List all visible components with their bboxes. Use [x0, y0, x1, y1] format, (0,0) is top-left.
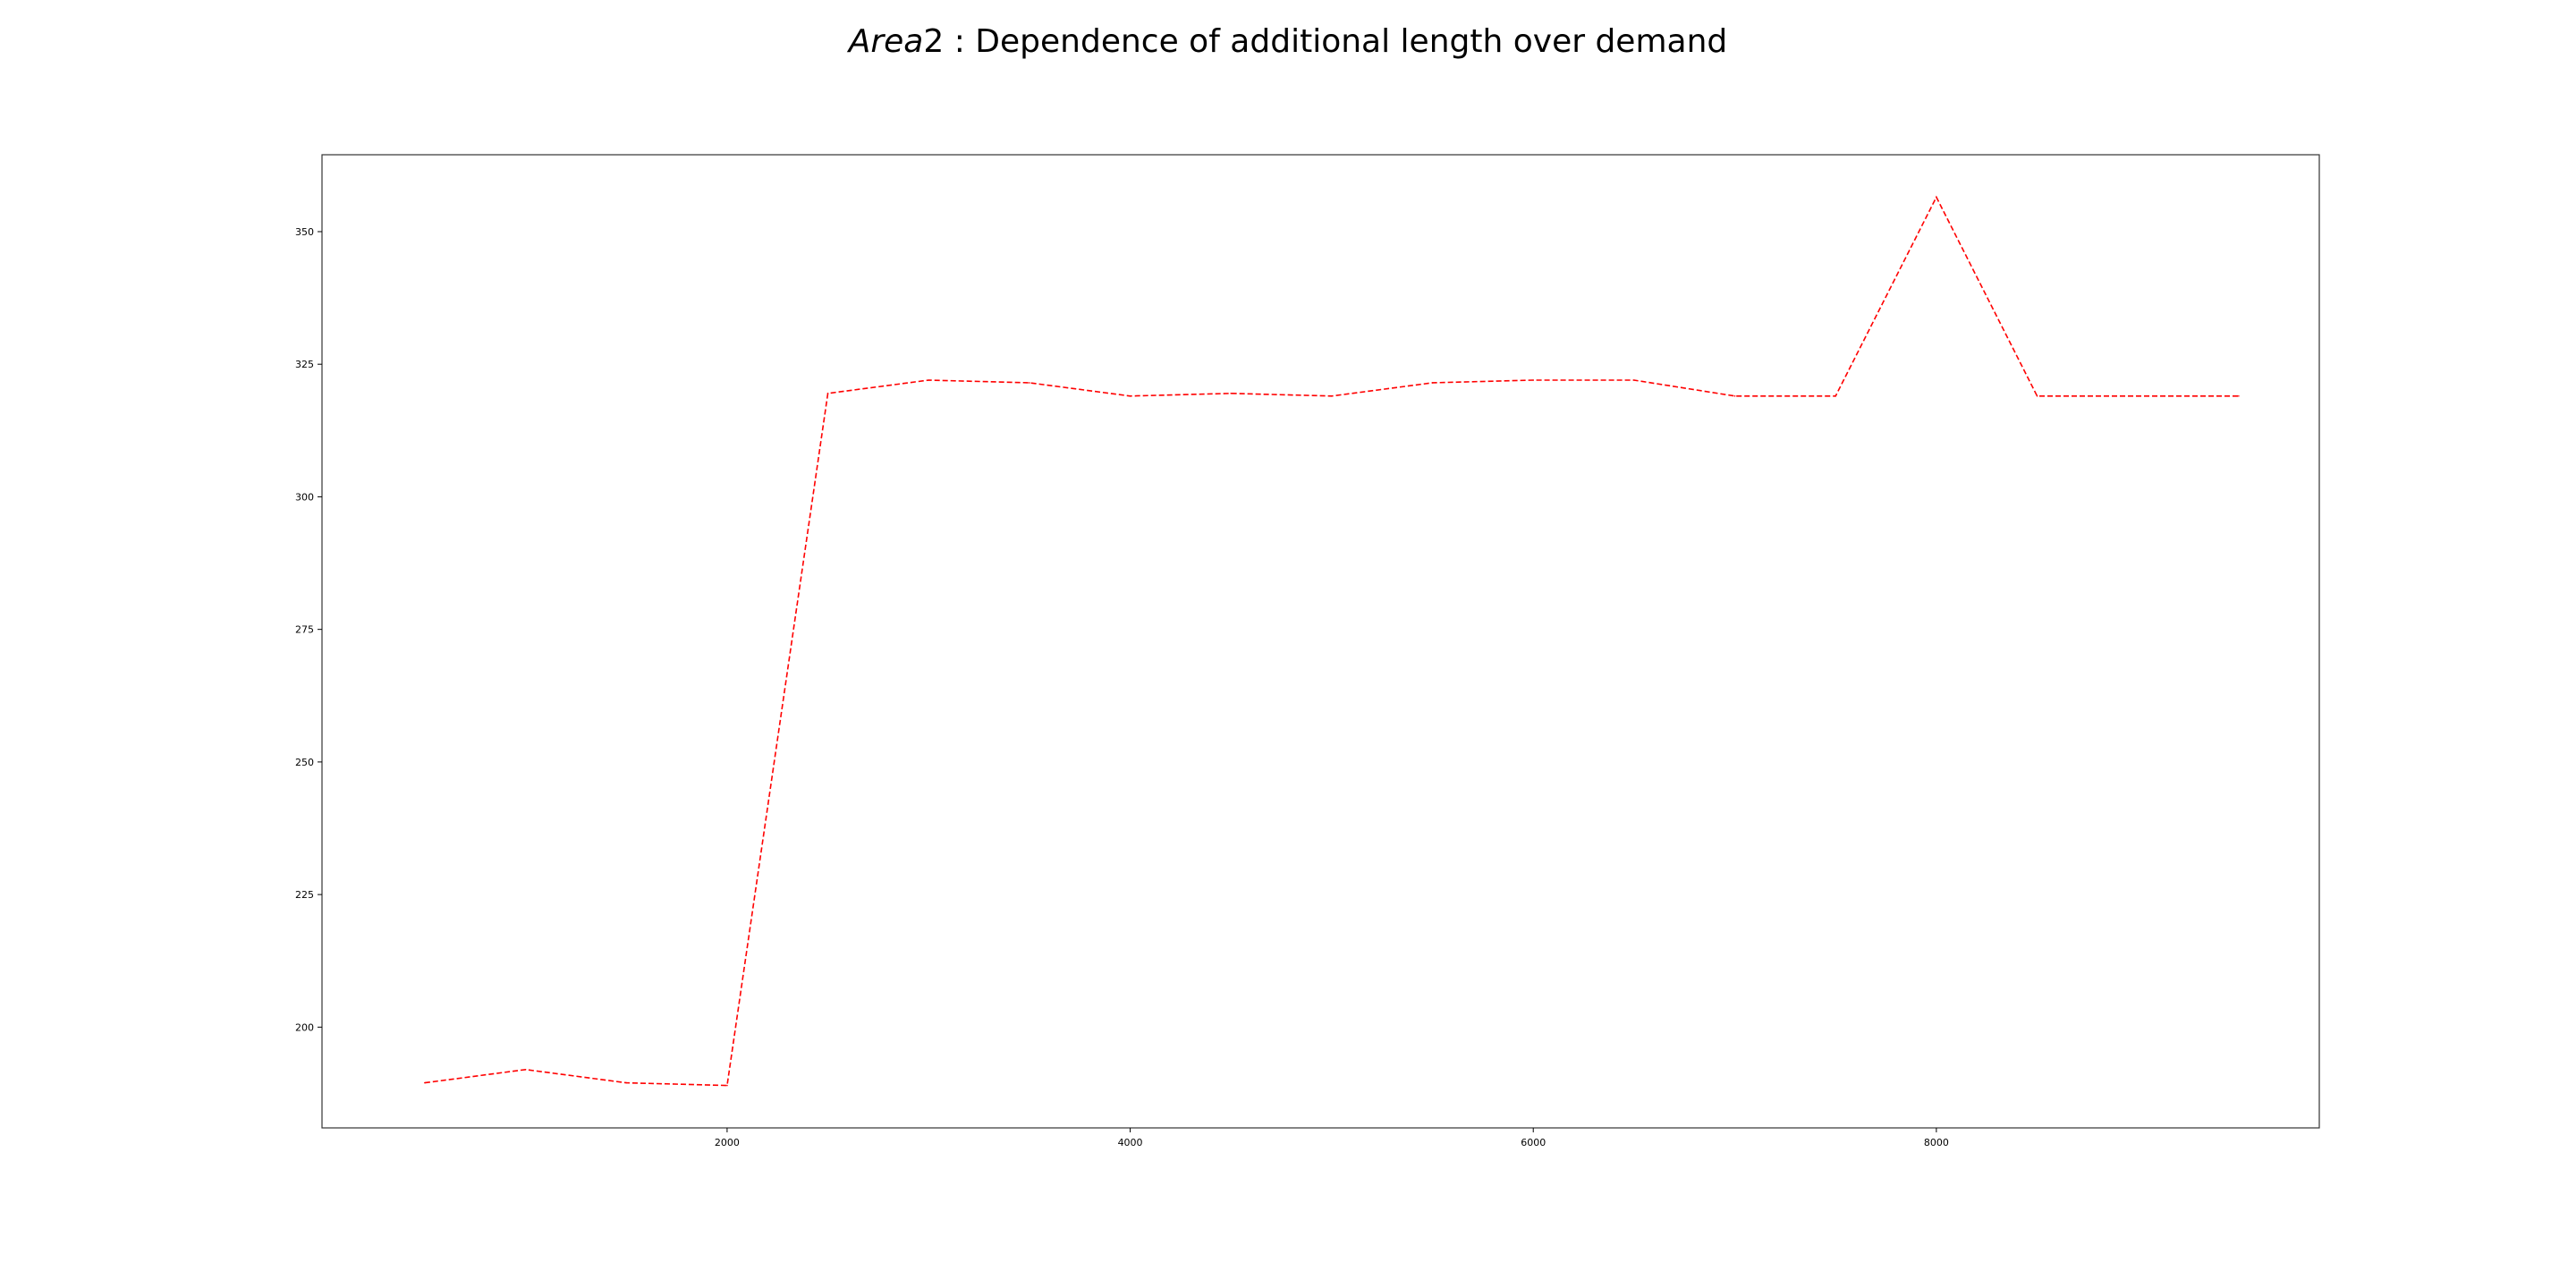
y-tick-label: 275 [295, 624, 314, 636]
data-point [1029, 382, 1030, 384]
x-tick-label: 8000 [1924, 1137, 1949, 1148]
chart-title-rest: 2 : Dependence of additional length over… [923, 23, 1727, 60]
x-tick-label: 6000 [1521, 1137, 1546, 1148]
data-point [826, 393, 829, 394]
data-point [524, 1068, 527, 1071]
y-tick-label: 325 [295, 359, 314, 370]
data-point [726, 1084, 728, 1087]
y-tick-label: 350 [295, 226, 314, 238]
x-tick-label: 4000 [1118, 1137, 1143, 1148]
plot-area-frame [321, 154, 2320, 1129]
data-point [928, 379, 930, 381]
x-tick-label: 2000 [715, 1137, 740, 1148]
y-tick-label: 250 [295, 757, 314, 768]
data-point [1532, 379, 1535, 381]
data-point [625, 1081, 628, 1084]
x-axis: 2000 4000 6000 8000 [715, 1128, 1949, 1148]
data-point [2238, 394, 2240, 397]
series-layer [424, 195, 2240, 1087]
data-point [1129, 394, 1131, 397]
chart-title-italic: Area [847, 23, 924, 60]
data-point [1733, 394, 1736, 397]
data-point [1633, 379, 1635, 381]
data-point [424, 1081, 426, 1084]
data-point [1936, 196, 1937, 199]
chart-title: Area2 : Dependence of additional length … [847, 23, 1728, 60]
data-point [2137, 394, 2140, 397]
y-axis: 200 225 250 275 300 325 350 [295, 226, 322, 1033]
y-tick-label: 300 [295, 491, 314, 503]
y-tick-label: 225 [295, 889, 314, 901]
data-point [2036, 394, 2038, 397]
y-tick-label: 200 [295, 1021, 314, 1033]
data-point [1331, 394, 1333, 397]
data-point [1431, 382, 1434, 384]
data-point [1230, 393, 1233, 394]
data-point [1835, 394, 1837, 397]
